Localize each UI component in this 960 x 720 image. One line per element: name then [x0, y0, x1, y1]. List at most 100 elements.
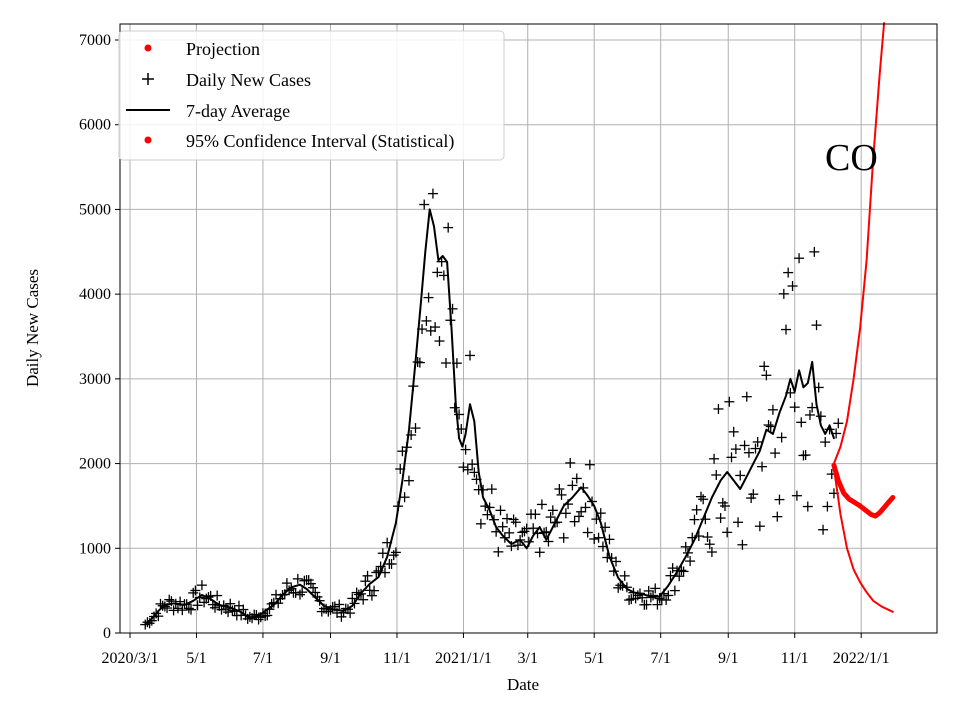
daily-case-marker: [486, 484, 497, 495]
daily-case-marker: [294, 589, 305, 600]
daily-case-marker: [770, 448, 781, 459]
x-tick-label: 2022/1/1: [833, 650, 890, 667]
daily-case-marker: [822, 501, 833, 512]
daily-case-marker: [752, 436, 763, 447]
daily-case-marker: [624, 595, 635, 606]
x-tick-label: 11/1: [383, 650, 411, 667]
daily-case-marker: [820, 437, 831, 448]
daily-case-marker: [713, 403, 724, 414]
daily-case-marker: [735, 470, 746, 481]
daily-case-marker: [689, 514, 700, 525]
y-tick-label: 6000: [79, 117, 111, 134]
daily-case-marker: [611, 556, 622, 567]
y-tick-label: 4000: [79, 286, 111, 303]
y-tick-label: 5000: [79, 201, 111, 218]
daily-case-marker: [571, 473, 582, 484]
x-tick-label: 3/1: [518, 650, 538, 667]
y-tick-label: 2000: [79, 456, 111, 473]
daily-case-marker: [351, 587, 362, 598]
daily-case-marker: [780, 324, 791, 335]
daily-case-marker: [196, 580, 207, 591]
legend: Projection Daily New Cases 7-day Average…: [118, 30, 505, 161]
daily-case-marker: [722, 527, 733, 538]
daily-case-marker: [430, 322, 441, 333]
daily-case-marker: [580, 502, 591, 513]
daily-case-marker: [696, 491, 707, 502]
daily-case-marker: [619, 570, 630, 581]
daily-case-marker: [460, 444, 471, 455]
daily-case-marker: [641, 599, 652, 610]
daily-case-marker: [547, 505, 558, 516]
daily-case-marker: [669, 585, 680, 596]
daily-case-marker: [159, 601, 170, 612]
daily-case-marker: [754, 521, 765, 532]
7-day-average-line: [144, 208, 835, 626]
y-tick-label: 0: [103, 625, 111, 642]
daily-case-marker: [336, 611, 347, 622]
daily-case-marker: [310, 587, 321, 598]
daily-case-marker: [190, 585, 201, 596]
daily-case-marker: [432, 267, 443, 278]
legend-marker-daily-cases: [142, 73, 154, 85]
daily-case-marker: [774, 494, 785, 505]
daily-case-marker: [419, 199, 430, 210]
legend-label-daily-cases: Daily New Cases: [186, 70, 311, 90]
daily-case-marker: [377, 548, 388, 559]
daily-case-marker: [565, 457, 576, 468]
daily-case-marker: [362, 570, 373, 581]
daily-case-marker: [399, 492, 410, 503]
x-tick-label: 5/1: [584, 650, 604, 667]
daily-case-marker: [536, 499, 547, 510]
daily-case-marker: [763, 420, 774, 431]
daily-case-marker: [715, 513, 726, 524]
daily-case-marker: [530, 509, 541, 520]
daily-case-marker: [613, 582, 624, 593]
daily-case-marker: [188, 587, 199, 598]
daily-case-marker: [772, 511, 783, 522]
daily-case-marker: [818, 524, 829, 535]
daily-case-marker: [730, 444, 741, 455]
daily-case-marker: [434, 336, 445, 347]
daily-case-marker: [290, 587, 301, 598]
daily-case-marker: [183, 603, 194, 614]
daily-case-marker: [467, 459, 478, 470]
daily-case-marker: [680, 541, 691, 552]
daily-case-marker: [709, 453, 720, 464]
series-lines: [144, 22, 896, 626]
daily-case-marker: [685, 556, 696, 567]
daily-case-marker: [750, 443, 761, 454]
daily-case-marker: [366, 590, 377, 601]
daily-case-marker: [815, 411, 826, 422]
daily-case-marker: [743, 447, 754, 458]
daily-case-marker: [794, 253, 805, 264]
daily-case-marker: [621, 582, 632, 593]
daily-case-marker: [748, 489, 759, 500]
daily-case-marker: [528, 523, 539, 534]
daily-case-marker: [604, 534, 615, 545]
y-tick-label: 3000: [79, 371, 111, 388]
daily-case-marker: [796, 417, 807, 428]
daily-case-marker: [449, 402, 460, 413]
daily-case-marker: [711, 469, 722, 480]
daily-case-marker: [811, 320, 822, 331]
x-tick-label: 2021/1/1: [435, 650, 492, 667]
x-tick-label: 9/1: [718, 650, 738, 667]
daily-case-marker: [462, 464, 473, 475]
legend-box: [118, 30, 505, 161]
daily-case-marker: [360, 576, 371, 587]
daily-case-marker: [560, 508, 571, 519]
daily-case-marker: [643, 585, 654, 596]
daily-case-marker: [558, 532, 569, 543]
y-axis-label: Daily New Cases: [23, 269, 42, 387]
daily-case-marker: [504, 527, 515, 538]
y-axis: 0 1000 2000 3000 4000 5000 6000 7000: [79, 32, 120, 642]
daily-case-marker: [292, 573, 303, 584]
x-tick-label: 7/1: [650, 650, 670, 667]
daily-case-marker: [543, 536, 554, 547]
x-tick-label: 5/1: [186, 650, 206, 667]
daily-case-marker: [661, 595, 672, 606]
x-tick-label: 9/1: [320, 650, 340, 667]
daily-case-marker: [632, 590, 643, 601]
daily-case-marker: [737, 539, 748, 550]
